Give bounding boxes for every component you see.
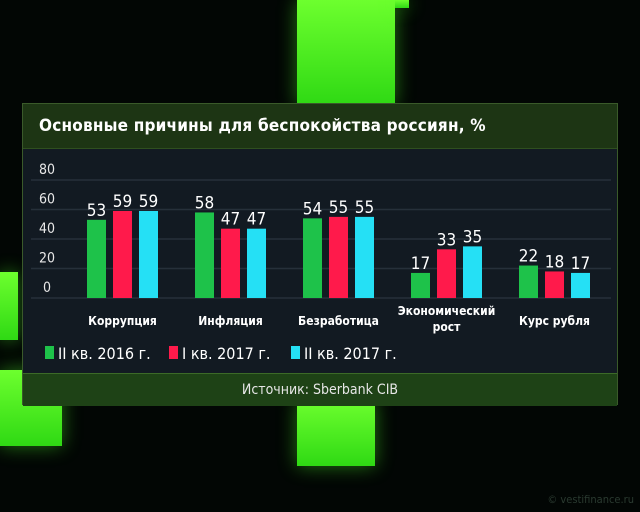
y-tick-label: 40 [39,221,55,237]
background-neon-block [297,0,395,105]
y-tick-label: 0 [43,280,51,296]
bar [571,272,590,298]
data-label: 47 [221,210,240,230]
data-label: 22 [519,247,538,267]
chart-svg: 0 20 40 60 80 53 58 54 17 22 59 47 55 33 18 59 47 55 35 17 К… [31,162,611,363]
bar [87,219,106,298]
data-label: 17 [411,254,430,274]
legend-label: II кв. 2016 г. [58,344,151,363]
category-label: Экономический [398,304,496,318]
bar [437,249,456,298]
data-label: 18 [545,252,564,272]
bar [221,228,240,298]
chart-title: Основные причины для беспокойства россия… [39,116,486,136]
background-neon-block [0,272,18,340]
chart-panel: Основные причины для беспокойства россия… [22,103,618,406]
y-tick-label: 60 [39,192,55,208]
category-label: рост [433,320,462,334]
category-label: Курс рубля [519,314,590,328]
data-label: 55 [355,198,374,218]
bar [519,265,538,298]
data-label: 35 [463,227,482,247]
bar [247,228,266,298]
bar [463,246,482,298]
bar-chart: 0 20 40 60 80 53 58 54 17 22 59 47 55 33 18 59 47 55 35 17 К… [23,149,617,373]
bar [545,271,564,298]
y-tick-label: 80 [39,162,55,178]
data-label: 33 [437,230,456,250]
source-bar: Источник: Sberbank CIB [23,373,617,406]
data-label: 59 [139,192,158,212]
data-label: 17 [571,254,590,274]
category-label: Безработица [298,314,379,328]
category-label: Коррупция [88,314,157,328]
data-label: 59 [113,192,132,212]
bar [113,210,132,298]
data-label: 54 [303,199,322,219]
legend-swatch [45,346,54,359]
data-label: 53 [87,201,106,221]
background-neon-block [395,0,409,8]
legend-label: I кв. 2017 г. [182,344,270,363]
legend-swatch [291,346,300,359]
category-label: Инфляция [198,314,263,328]
data-label: 47 [247,210,266,230]
bar [355,216,374,298]
background-neon-block [297,400,375,466]
title-bar: Основные причины для беспокойства россия… [23,104,617,149]
bar [139,210,158,298]
data-label: 55 [329,198,348,218]
legend-label: II кв. 2017 г. [304,344,397,363]
watermark: © vestifinance.ru [547,493,634,506]
y-tick-label: 20 [39,251,55,267]
bar [195,212,214,298]
bar [303,218,322,298]
legend-swatch [169,346,178,359]
data-label: 58 [195,193,214,213]
bar [411,272,430,298]
bar [329,216,348,298]
